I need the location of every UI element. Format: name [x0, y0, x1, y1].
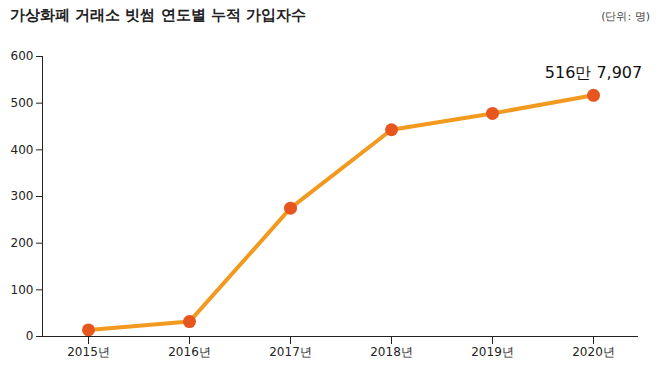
svg-text:600: 600: [11, 49, 34, 63]
svg-text:100: 100: [11, 283, 34, 297]
html-text:가상화폐 거래소 빗썸 연도별 누적 가입자수: 가상화폐 거래소 빗썸 연도별 누적 가입자수: [10, 6, 307, 24]
svg-text:2019년: 2019년: [471, 345, 514, 359]
svg-text:200: 200: [11, 236, 34, 250]
svg-text:2018년: 2018년: [370, 345, 413, 359]
html-text:(단위: 명): (단위: 명): [601, 10, 650, 23]
svg-text:500: 500: [11, 96, 34, 110]
svg-text:2015년: 2015년: [67, 345, 110, 359]
svg-text:516만 7,907: 516만 7,907: [545, 63, 642, 82]
svg-text:2017년: 2017년: [269, 345, 312, 359]
svg-text:400: 400: [11, 143, 34, 157]
svg-text:2020년: 2020년: [572, 345, 615, 359]
svg-text:300: 300: [11, 189, 34, 203]
svg-text:2016년: 2016년: [168, 345, 211, 359]
svg-text:0: 0: [26, 329, 34, 343]
